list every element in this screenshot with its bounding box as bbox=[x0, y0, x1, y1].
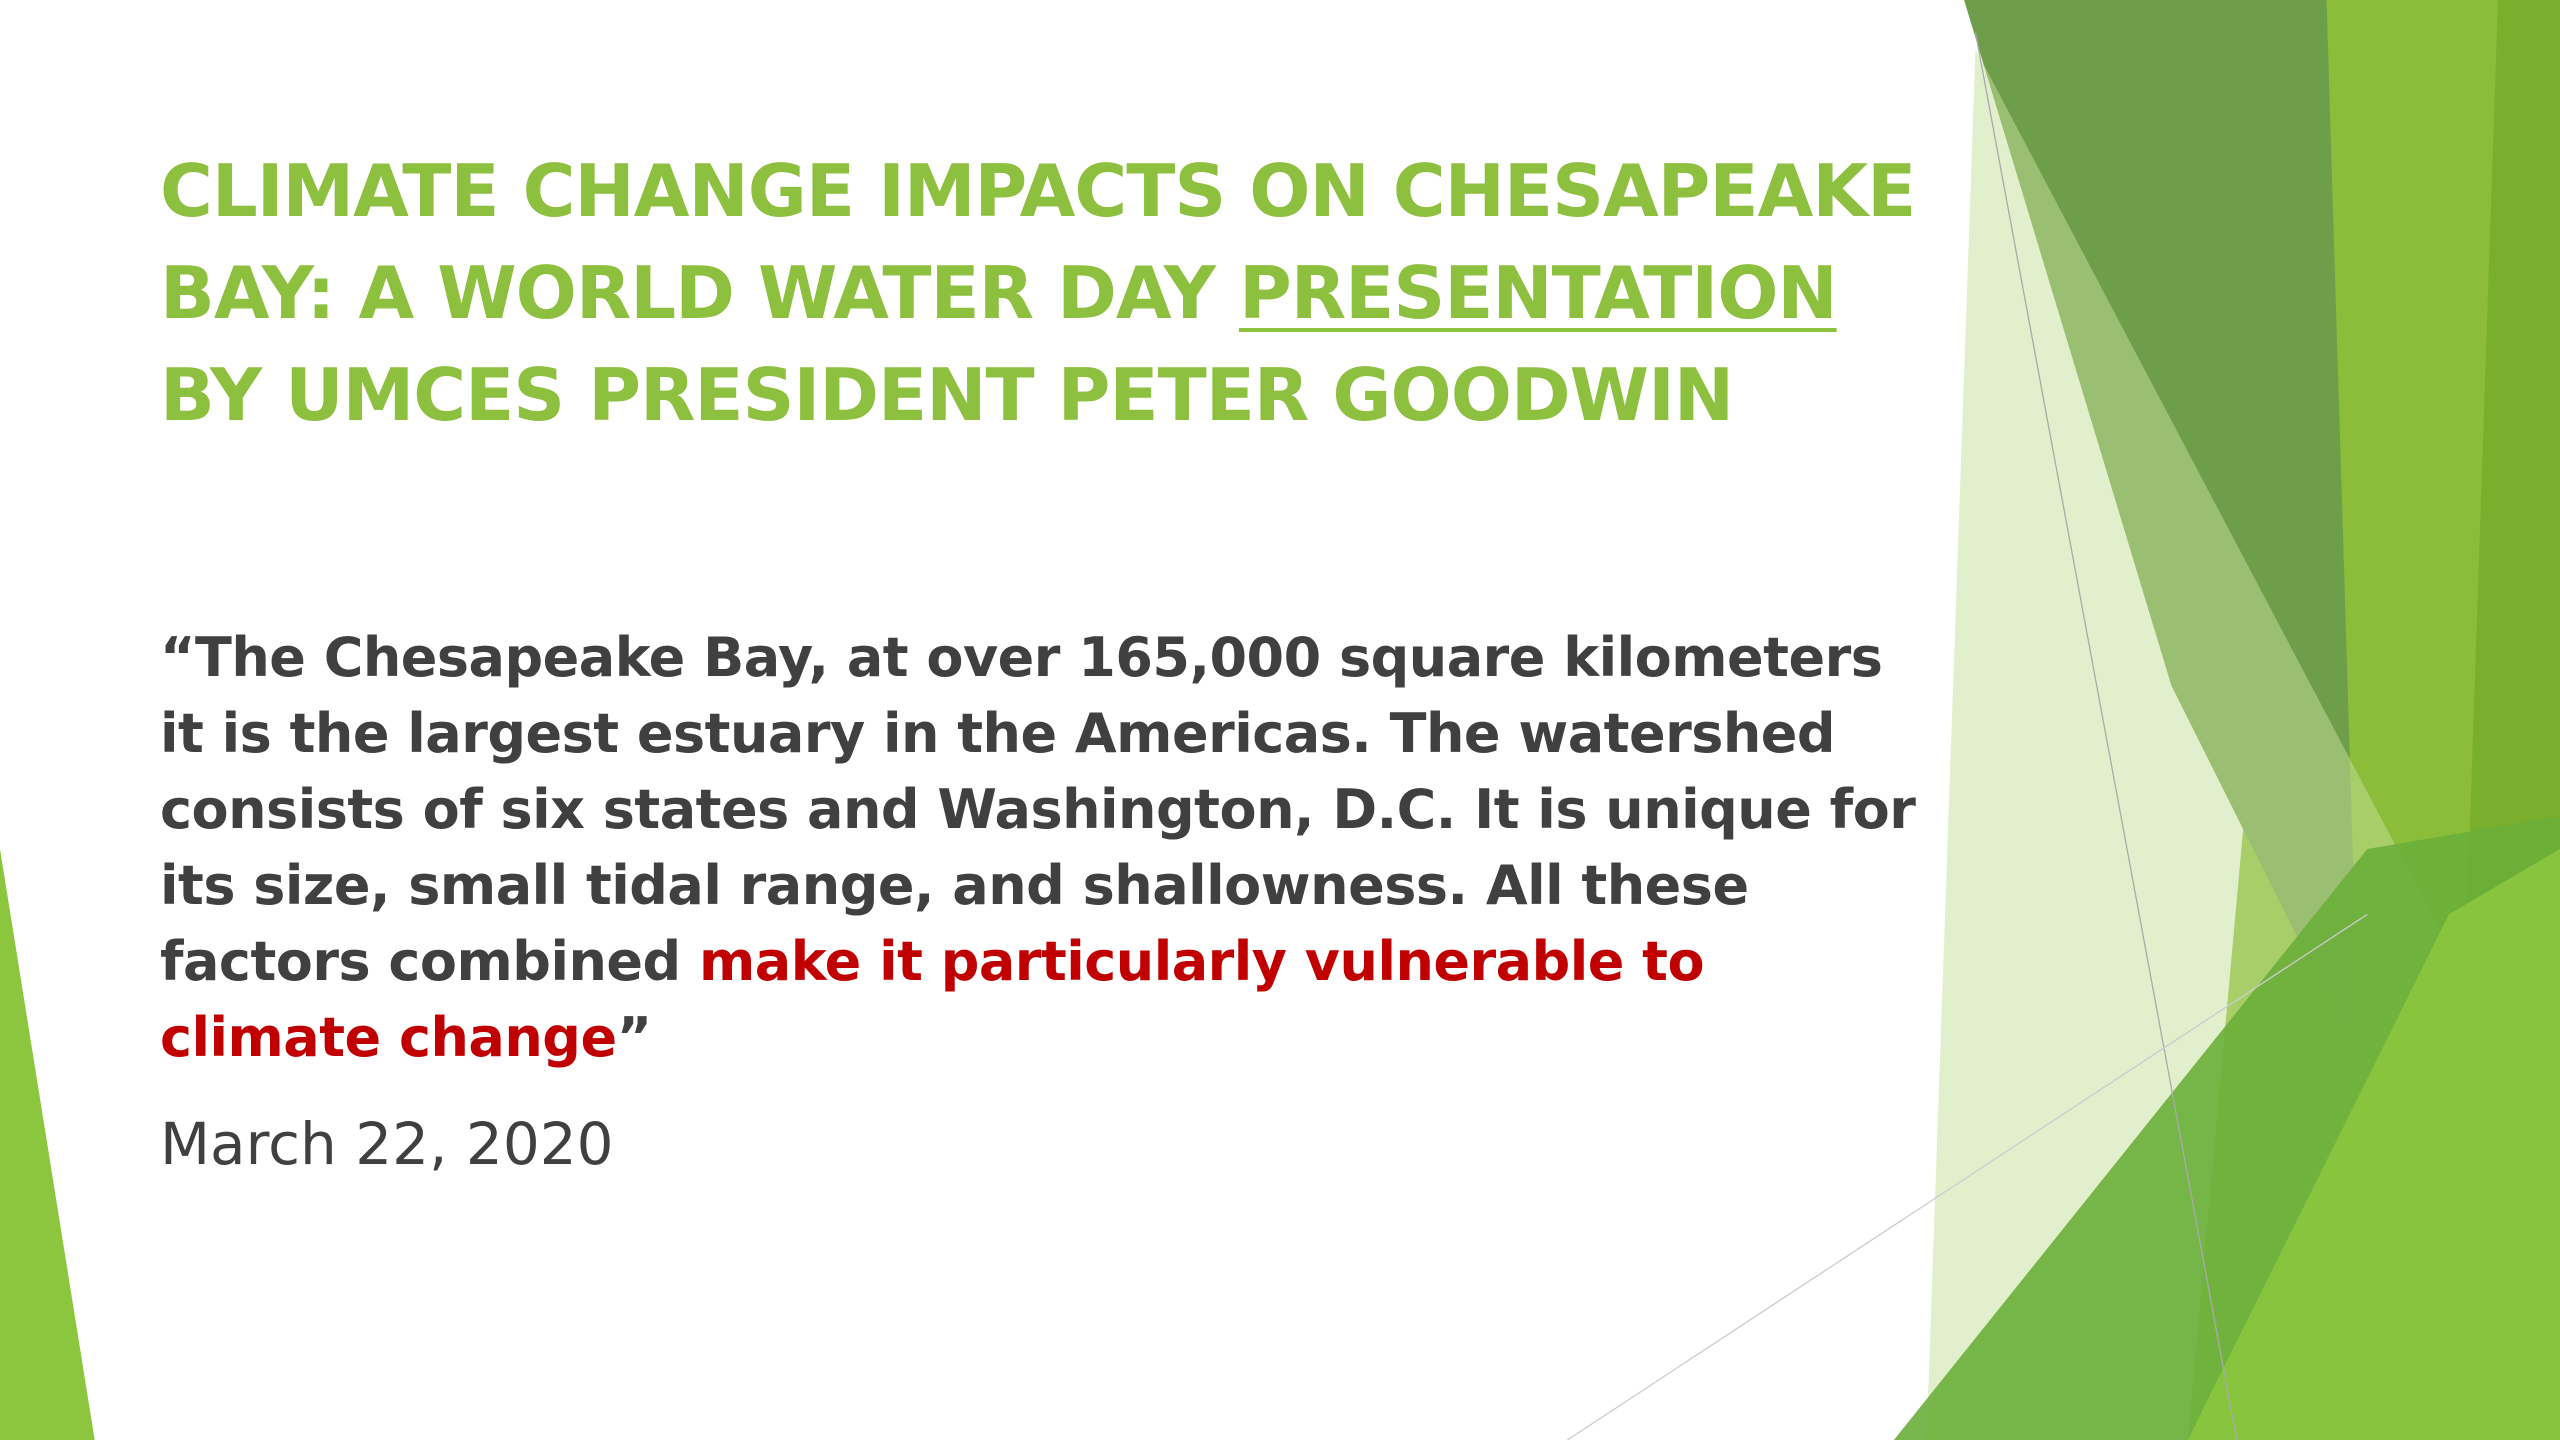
quote-close: ” bbox=[616, 1006, 653, 1069]
date: March 22, 2020 bbox=[160, 1110, 614, 1178]
title-text: BY UMCES PRESIDENT PETER GOODWIN bbox=[160, 353, 1734, 437]
quote-text: “The Chesapeake Bay, at over 165,000 squ… bbox=[160, 626, 1916, 993]
title: CLIMATE CHANGE IMPACTS ON CHESAPEAKE BAY… bbox=[160, 140, 1920, 446]
quote-highlight: make it particularly vulnerable to clima… bbox=[160, 930, 1705, 1069]
presentation-link[interactable]: PRESENTATION bbox=[1238, 251, 1838, 335]
title-text: CLIMATE CHANGE IMPACTS ON CHESAPEAKE BAY… bbox=[160, 149, 1916, 335]
quote: “The Chesapeake Bay, at over 165,000 squ… bbox=[160, 620, 1920, 1076]
